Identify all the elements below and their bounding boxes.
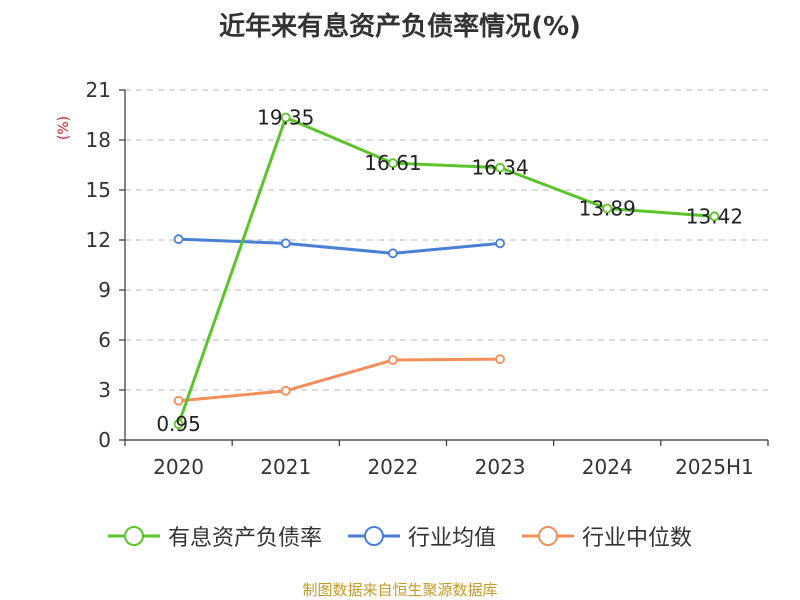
legend-swatch [107, 526, 160, 546]
data-label: 0.95 [156, 412, 201, 436]
y-tick-label: 12 [86, 228, 111, 252]
y-tick-label: 6 [98, 328, 111, 352]
series-line [177, 116, 715, 425]
chart-title: 近年来有息资产负债率情况(%) [219, 12, 581, 42]
source-note: 制图数据来自恒生聚源数据库 [302, 581, 498, 599]
legend-swatch [347, 526, 400, 546]
data-point [388, 355, 398, 365]
data-point [709, 211, 720, 222]
data-label: 13.89 [579, 197, 636, 221]
series-layer [173, 112, 720, 430]
x-tick-label: 2024 [582, 455, 633, 479]
data-point [173, 419, 184, 430]
data-label: 13.42 [686, 204, 743, 228]
y-tick-label: 21 [86, 78, 111, 102]
legend-item[interactable]: 行业均值 [347, 520, 496, 552]
legend-swatch [522, 526, 574, 546]
data-point [388, 248, 398, 259]
legend: 有息资产负债率 行业均值 行业中位数 [0, 520, 800, 552]
data-label: 19.35 [257, 106, 314, 130]
data-point [173, 395, 184, 406]
x-tick-label: 2021 [260, 455, 311, 479]
data-point [280, 112, 291, 123]
y-tick-label: 15 [86, 178, 111, 202]
series-line [178, 237, 501, 255]
series-line [178, 357, 501, 403]
data-point [495, 162, 505, 173]
y-tick-label: 9 [98, 278, 111, 302]
grid-layer [125, 89, 768, 391]
data-point [173, 234, 184, 245]
legend-label: 行业中位数 [582, 526, 693, 551]
data-point [388, 158, 398, 169]
data-point [280, 238, 291, 249]
legend-item[interactable]: 行业中位数 [522, 520, 692, 552]
data-label: 16.34 [471, 156, 528, 180]
data-label: 16.61 [364, 151, 421, 175]
legend-label: 行业均值 [407, 526, 496, 551]
x-tick-label: 2020 [153, 455, 204, 479]
legend-label: 有息资产负债率 [167, 526, 322, 551]
x-tick-label: 2023 [475, 455, 526, 479]
data-point [495, 238, 505, 249]
legend-item[interactable]: 有息资产负债率 [107, 520, 322, 552]
axis-layer: 0 3 6 9 12 15 18 21 2020 2021 2022 2023 2024 2025H1 (%… [56, 78, 769, 479]
label-layer: 0.95 19.35 16.61 16.34 13.89 13.42 [156, 106, 743, 437]
x-tick-label: 2022 [367, 455, 418, 479]
y-tick-label: 0 [98, 428, 111, 452]
y-axis-label: (%) [56, 116, 72, 140]
data-point [280, 385, 291, 396]
y-tick-label: 3 [98, 378, 111, 402]
y-tick-label: 18 [86, 128, 111, 152]
x-tick-label: 2025H1 [675, 455, 754, 479]
data-point [495, 354, 505, 365]
data-point [602, 203, 613, 214]
